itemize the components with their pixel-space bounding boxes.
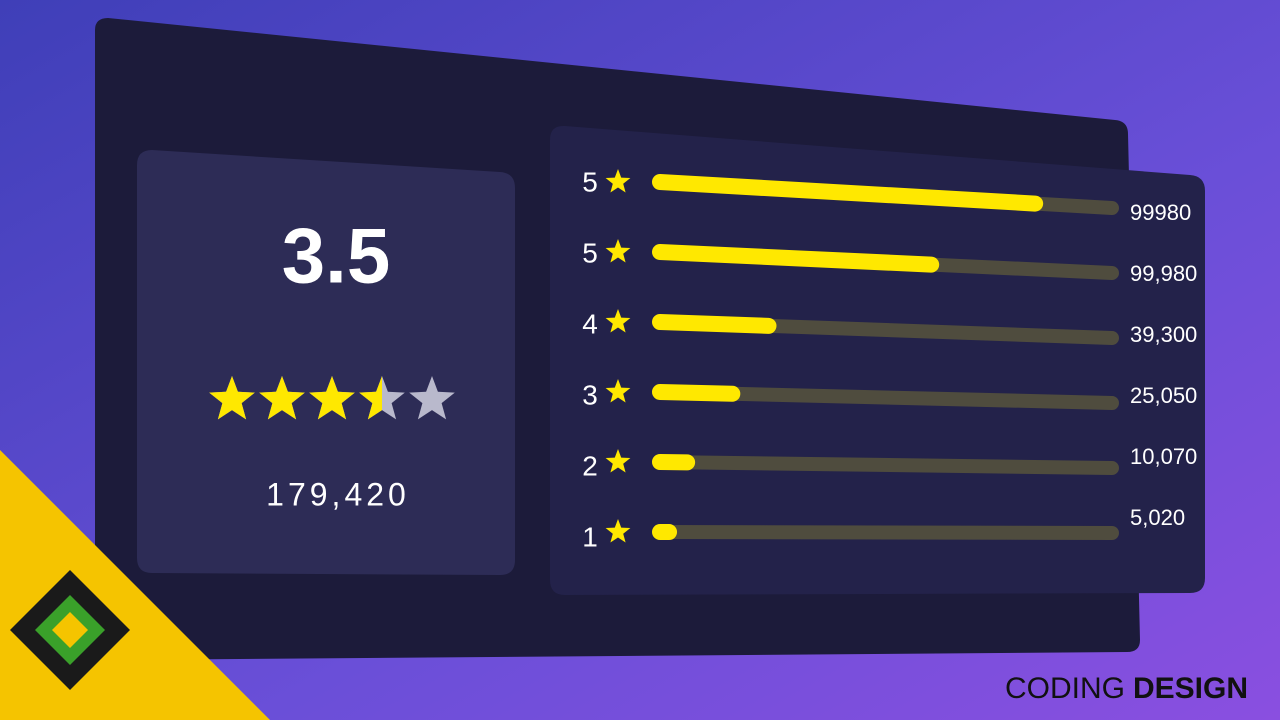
bar-track	[653, 525, 1119, 540]
row-label: 3	[582, 379, 598, 410]
row-count: 5,020	[1130, 505, 1185, 530]
logo-core	[52, 612, 88, 648]
row-label: 1	[582, 521, 598, 552]
stars	[209, 376, 455, 420]
row-count: 10,070	[1130, 444, 1197, 469]
row-star	[605, 449, 631, 473]
row-star	[605, 309, 631, 333]
star-filled	[209, 376, 255, 420]
star-empty	[409, 376, 455, 420]
row-star	[605, 379, 631, 403]
total-reviews: 179,420	[266, 476, 410, 512]
star-filled	[259, 376, 305, 420]
star-filled	[309, 376, 355, 420]
row-label: 4	[582, 308, 598, 339]
bar-fill	[652, 174, 1044, 212]
row-count: 25,050	[1130, 383, 1197, 408]
brand-coding: CODING	[1005, 672, 1125, 705]
row-star	[605, 519, 631, 543]
row-label: 5	[582, 237, 598, 268]
bar-track	[653, 455, 1119, 475]
bar-fill	[652, 384, 741, 402]
row-label: 5	[582, 166, 598, 197]
brand-design: DESIGN	[1133, 672, 1248, 705]
row-count: 99,980	[1130, 261, 1197, 286]
row-count: 39,300	[1130, 322, 1197, 347]
row-star	[605, 169, 631, 193]
rating-rows: 5 99980 5 99,980 4 39,300 3 25,050 2 10,070 1 5,020	[582, 166, 1197, 552]
score-panel	[137, 150, 515, 575]
row-count: 99980	[1130, 200, 1191, 225]
star-filled	[359, 376, 382, 420]
bar-fill	[652, 314, 777, 334]
score: 3.5	[282, 212, 390, 300]
bar-fill	[652, 244, 940, 273]
row-label: 2	[582, 450, 598, 481]
breakdown-panel	[550, 125, 1205, 595]
row-star	[605, 239, 631, 263]
